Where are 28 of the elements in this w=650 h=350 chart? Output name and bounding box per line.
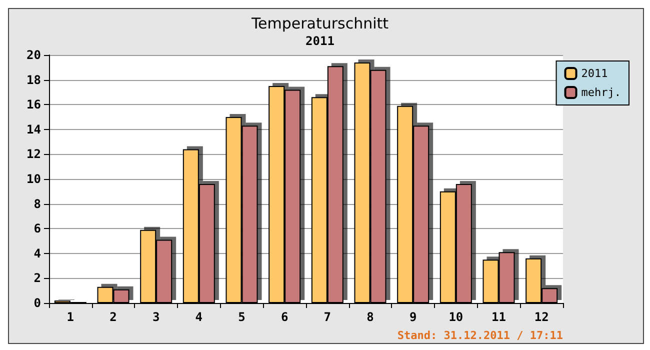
x-tick-label: 2 [110, 310, 117, 324]
x-tick-label: 1 [66, 310, 74, 324]
x-tick-label: 9 [409, 310, 417, 324]
x-tick-label: 4 [195, 310, 203, 324]
y-tick-label: 6 [34, 222, 41, 236]
y-tick-label: 0 [34, 296, 41, 310]
x-tick-label: 5 [238, 310, 246, 324]
y-tick-label: 14 [26, 122, 41, 136]
text: Stand: 31.12.2011 / 17:11 [397, 329, 564, 342]
x-tick-label: 6 [280, 310, 288, 324]
y-tick-label: 20 [26, 48, 41, 62]
y-tick-label: 4 [34, 246, 41, 260]
y-tick-label: 10 [26, 172, 41, 186]
y-tick-label: 16 [26, 98, 41, 112]
x-tick-label: 3 [152, 310, 160, 324]
y-tick-label: 2 [34, 271, 41, 286]
x-tick-label: 7 [324, 310, 332, 324]
chart-title: Temperaturschnitt [250, 14, 389, 32]
legend-label: 2011 [581, 67, 608, 80]
x-tick-label: 10 [448, 310, 464, 324]
x-tick-label: 12 [534, 310, 549, 324]
y-tick-label: 8 [34, 196, 41, 211]
x-tick-label: 8 [366, 310, 374, 324]
legend-label: mehrj. [581, 86, 622, 99]
y-tick-label: 18 [26, 72, 41, 87]
y-tick-label: 12 [26, 147, 41, 162]
x-tick-label: 11 [492, 310, 506, 324]
chart-subtitle: 2011 [306, 34, 334, 48]
